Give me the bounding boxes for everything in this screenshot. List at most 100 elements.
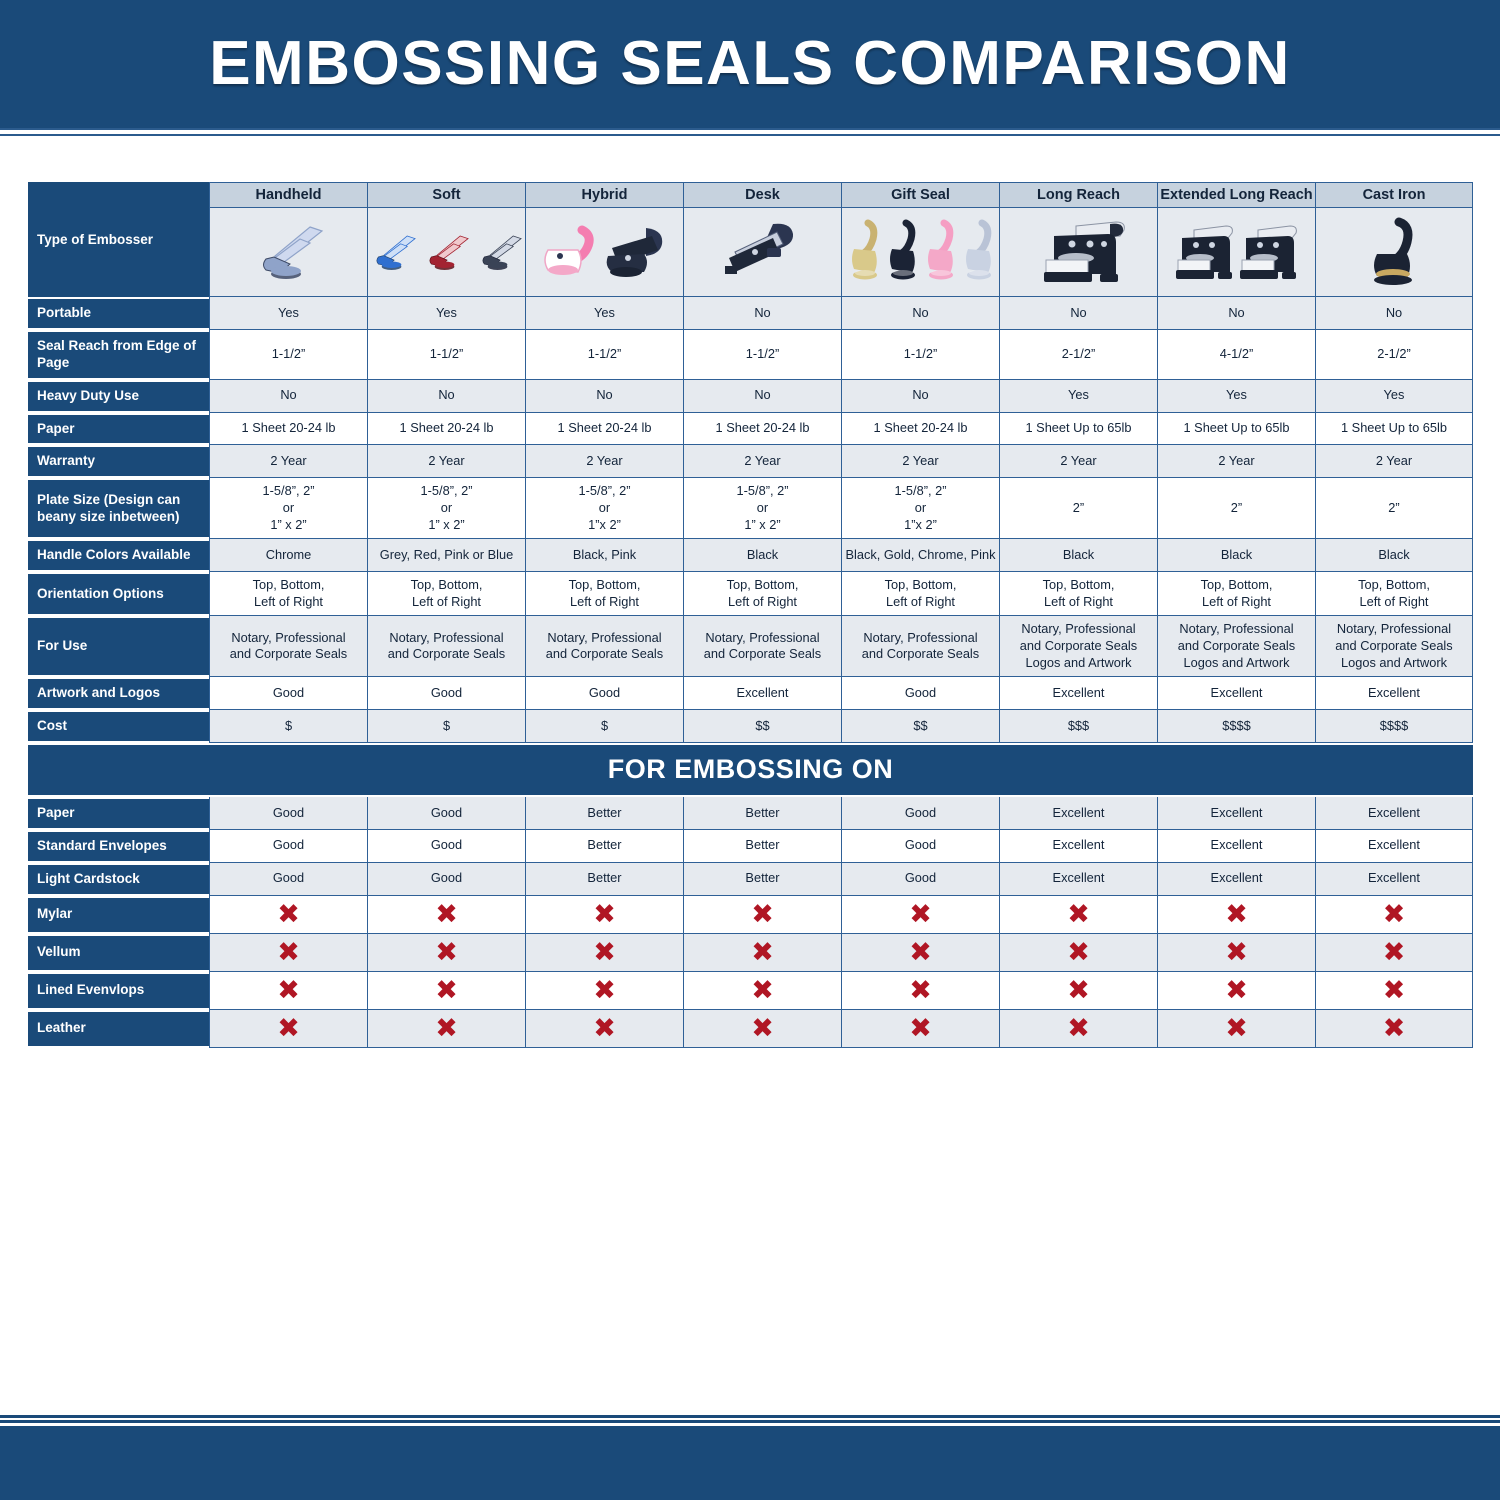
data-cell: $$$ xyxy=(999,710,1157,743)
cell-value: Excellent xyxy=(1052,684,1105,700)
cell-value: Top, Bottom, Left of Right xyxy=(726,577,799,609)
data-cell: 2 Year xyxy=(525,445,683,479)
data-cell: Black xyxy=(683,539,841,572)
not-supported-cell: ✖ xyxy=(683,895,841,934)
data-cell: No xyxy=(683,379,841,413)
cell-value: 1-5/8”, 2” or 1” x 2” xyxy=(262,483,315,532)
column-header-label: Long Reach xyxy=(1037,187,1120,203)
data-cell: Yes xyxy=(1157,379,1315,413)
column-header-label: Gift Seal xyxy=(891,187,950,203)
x-mark-icon: ✖ xyxy=(1067,1012,1090,1044)
embosser-image-cell xyxy=(1157,208,1315,297)
cell-value: 1 Sheet Up to 65lb xyxy=(1340,420,1447,436)
not-supported-cell: ✖ xyxy=(367,1009,525,1048)
row-label-portable: Portable xyxy=(28,297,209,330)
column-header-desk[interactable]: Desk xyxy=(683,182,841,208)
table-row: Orientation Options Top, Bottom, Left of R… xyxy=(28,572,1473,617)
data-cell: Notary, Professional and Corporate Seals xyxy=(525,616,683,678)
cell-value: 2 Year xyxy=(1060,453,1097,468)
cell-value: 1 Sheet 20-24 lb xyxy=(241,420,336,436)
row-label-vellum: Vellum xyxy=(28,933,209,972)
data-cell: 2-1/2” xyxy=(999,329,1157,380)
row-label-artwork-and-logos: Artwork and Logos xyxy=(28,677,209,710)
column-header-cast-iron[interactable]: Cast Iron xyxy=(1315,182,1473,208)
cell-value: Notary, Professional and Corporate Seals xyxy=(229,629,348,662)
cell-value: 1-1/2” xyxy=(587,345,622,361)
column-header-label: Hybrid xyxy=(581,187,628,203)
comparison-table-wrapper: Type of Embosser Handheld Soft Hybrid Desk Gi… xyxy=(28,182,1473,1048)
embosser-image-cell xyxy=(841,208,999,297)
cell-value: Excellent xyxy=(1052,870,1105,886)
row-label-text: Light Cardstock xyxy=(37,870,140,886)
table-row: Mylar ✖ ✖ ✖ ✖ ✖ ✖ ✖ ✖ xyxy=(28,895,1473,934)
embosser-image-cell xyxy=(683,208,841,297)
row-label-text: Portable xyxy=(37,305,92,320)
row-label-text: Handle Colors Available xyxy=(37,547,191,563)
cell-value: 1-1/2” xyxy=(745,345,780,361)
cell-value: Black xyxy=(1062,546,1095,562)
data-cell: Good xyxy=(367,796,525,830)
cell-value: Yes xyxy=(436,304,457,320)
cell-value: 1 Sheet 20-24 lb xyxy=(873,420,968,436)
cell-value: 2” xyxy=(1388,499,1400,515)
data-cell: 2” xyxy=(1157,478,1315,540)
column-header-long-reach[interactable]: Long Reach xyxy=(999,182,1157,208)
column-header-soft[interactable]: Soft xyxy=(367,182,525,208)
row-label-text: Mylar xyxy=(37,906,73,922)
cell-value: Yes xyxy=(1226,387,1247,403)
cell-value: 2 Year xyxy=(1218,453,1255,468)
data-cell: Good xyxy=(841,862,999,896)
x-mark-icon: ✖ xyxy=(593,974,616,1006)
column-header-extended-long-reach[interactable]: Extended Long Reach xyxy=(1157,182,1315,208)
data-cell: No xyxy=(525,379,683,413)
x-mark-icon: ✖ xyxy=(593,1012,616,1044)
cell-value: Notary, Professional and Corporate Seals L… xyxy=(1019,621,1138,670)
data-cell: Excellent xyxy=(999,796,1157,830)
column-header-gift-seal[interactable]: Gift Seal xyxy=(841,182,999,208)
data-cell: 1 Sheet 20-24 lb xyxy=(367,412,525,446)
data-cell: 1 Sheet 20-24 lb xyxy=(683,412,841,446)
column-header-label: Handheld xyxy=(255,187,322,203)
column-header-handheld[interactable]: Handheld xyxy=(209,182,367,208)
row-label-text: For Use xyxy=(37,638,88,654)
data-cell: Better xyxy=(683,862,841,896)
x-mark-icon: ✖ xyxy=(751,974,774,1006)
data-cell: Chrome xyxy=(209,539,367,572)
not-supported-cell: ✖ xyxy=(1157,895,1315,934)
data-cell: Top, Bottom, Left of Right xyxy=(209,572,367,617)
not-supported-cell: ✖ xyxy=(683,971,841,1010)
cell-value: Good xyxy=(904,870,937,886)
page-title: EMBOSSING SEALS COMPARISON xyxy=(209,29,1291,98)
data-cell: 2 Year xyxy=(367,445,525,479)
cell-value: Black xyxy=(746,546,779,562)
data-cell: Yes xyxy=(525,297,683,330)
column-header-label: Soft xyxy=(432,187,461,203)
table-row: Handle Colors Available Chrome Grey, Red, … xyxy=(28,539,1473,572)
data-cell: Better xyxy=(683,829,841,863)
cell-value: $$ xyxy=(913,717,928,733)
row-label-text: Heavy Duty Use xyxy=(37,387,140,403)
data-cell: No xyxy=(209,379,367,413)
x-mark-icon: ✖ xyxy=(435,936,458,968)
row-label-seal-reach-from-edge-of-page: Seal Reach from Edge of Page xyxy=(28,329,209,380)
not-supported-cell: ✖ xyxy=(999,933,1157,972)
cell-value: No xyxy=(912,387,929,403)
not-supported-cell: ✖ xyxy=(841,1009,999,1048)
data-cell: Top, Bottom, Left of Right xyxy=(525,572,683,617)
data-cell: Black, Pink xyxy=(525,539,683,572)
data-cell: 1-1/2” xyxy=(367,329,525,380)
not-supported-cell: ✖ xyxy=(1157,1009,1315,1048)
embosser-image-cell xyxy=(367,208,525,297)
row-label-heavy-duty-use: Heavy Duty Use xyxy=(28,379,209,413)
cell-value: $ xyxy=(284,717,293,733)
cell-value: Good xyxy=(430,837,463,853)
cell-value: Better xyxy=(745,804,780,820)
cell-value: Yes xyxy=(278,304,299,320)
column-header-hybrid[interactable]: Hybrid xyxy=(525,182,683,208)
row-label-handle-colors-available: Handle Colors Available xyxy=(28,539,209,572)
data-cell: $ xyxy=(209,710,367,743)
cell-value: Good xyxy=(904,837,937,853)
row-label-paper: Paper xyxy=(28,796,209,830)
cell-value: Good xyxy=(272,837,305,853)
cell-value: Top, Bottom, Left of Right xyxy=(568,577,641,609)
